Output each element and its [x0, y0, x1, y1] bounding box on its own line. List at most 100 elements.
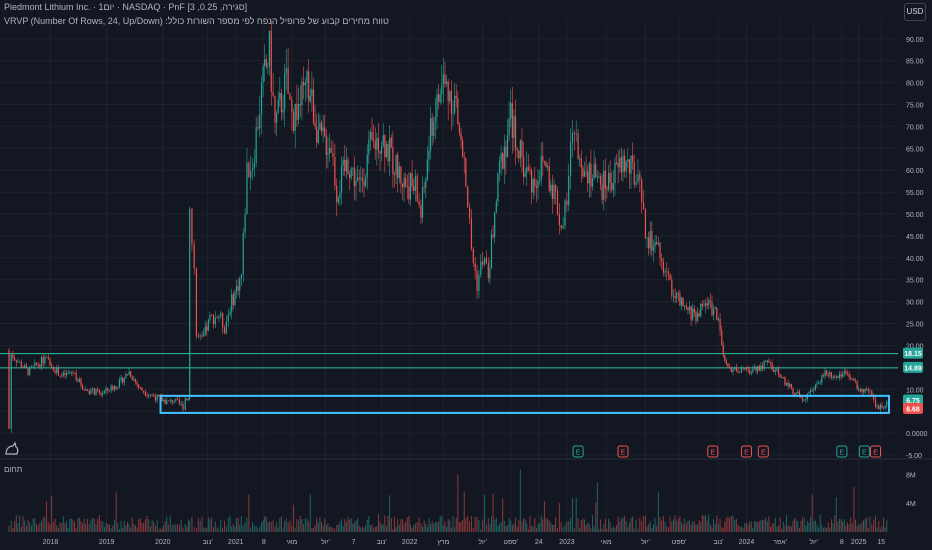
earnings-event-marker[interactable] — [707, 445, 719, 458]
volume-bar — [643, 515, 645, 532]
price-bar — [540, 156, 542, 181]
price-bar — [805, 398, 807, 400]
price-bar — [684, 305, 686, 307]
price-bar — [225, 321, 227, 334]
price-bar — [229, 312, 231, 315]
price-bar — [758, 366, 760, 371]
price-bar — [840, 374, 842, 377]
price-bar — [513, 116, 515, 138]
price-bar — [492, 234, 494, 237]
earnings-event-marker[interactable] — [740, 445, 752, 458]
price-bar — [858, 388, 860, 390]
earnings-event-marker[interactable] — [836, 445, 848, 458]
volume-bar — [126, 522, 128, 532]
volume-bar — [560, 522, 562, 532]
volume-bar — [535, 528, 537, 532]
volume-bar — [439, 516, 441, 532]
price-bar — [95, 389, 97, 395]
price-bar — [532, 178, 534, 193]
volume-bar — [681, 521, 683, 532]
volume-bar — [661, 520, 663, 532]
price-bar — [86, 389, 89, 391]
volume-bar — [136, 527, 138, 532]
time-tick-label: 8 — [262, 539, 266, 546]
price-bar — [808, 392, 810, 394]
volume-bar — [325, 525, 327, 532]
price-zone-rectangle[interactable] — [159, 394, 891, 414]
volume-bar — [47, 522, 49, 532]
price-bar — [859, 388, 861, 392]
price-bar — [85, 389, 87, 391]
volume-bar — [562, 527, 564, 532]
volume-bar — [761, 520, 763, 532]
price-bar — [803, 399, 805, 401]
volume-bar — [765, 517, 767, 532]
volume-bar — [518, 519, 520, 532]
volume-bar — [216, 527, 218, 532]
price-bar — [884, 405, 886, 408]
price-bar — [810, 390, 812, 393]
price-bar — [648, 237, 650, 249]
time-axis[interactable]: 2018 2019 2020 נוב' 2021 8 מאי יול' 7 נוב' 2022 מרץ… — [43, 538, 885, 546]
volume-bar — [303, 524, 305, 532]
currency-button[interactable]: USD — [904, 3, 926, 21]
volume-bar — [555, 516, 557, 532]
price-bar — [735, 367, 737, 371]
price-zone-box[interactable] — [159, 394, 891, 414]
price-bar — [232, 294, 234, 306]
volume-bar — [542, 519, 544, 532]
price-bar — [212, 315, 215, 325]
price-bar — [622, 155, 624, 173]
volume-bar — [802, 517, 804, 532]
price-bar — [564, 200, 566, 226]
volume-bar — [480, 528, 482, 532]
price-bar — [97, 389, 99, 390]
volume-bar — [41, 520, 43, 532]
price-bar — [353, 167, 355, 186]
tradingview-logo-icon[interactable] — [4, 440, 20, 456]
price-bar — [476, 270, 478, 291]
price-bar — [62, 372, 64, 376]
price-bar — [374, 140, 376, 150]
price-bar — [506, 135, 509, 158]
volume-bar — [588, 523, 590, 532]
price-bar — [511, 103, 513, 138]
volume-bar — [476, 516, 478, 532]
volume-bar — [666, 526, 668, 532]
volume-bar — [649, 521, 651, 532]
volume-bar — [148, 519, 150, 532]
earnings-event-label: E — [576, 450, 581, 457]
volume-bar — [652, 524, 654, 532]
price-bar — [56, 367, 58, 373]
volume-bar — [735, 518, 737, 532]
earnings-event-marker[interactable] — [870, 445, 882, 458]
volume-bar — [357, 518, 359, 532]
volume-bar — [685, 523, 687, 532]
volume-bar — [27, 519, 29, 532]
earnings-event-marker[interactable] — [858, 445, 870, 458]
volume-bar — [239, 524, 241, 532]
price-bar — [579, 158, 581, 160]
volume-bar — [255, 525, 257, 532]
volume-bar — [201, 516, 203, 532]
volume-bar — [878, 520, 880, 532]
price-bar — [250, 171, 252, 178]
volume-bar — [100, 521, 102, 532]
volume-bar — [478, 519, 480, 532]
volume-bar — [662, 516, 664, 532]
earnings-event-marker[interactable] — [572, 445, 584, 458]
volume-bar — [716, 515, 718, 532]
price-bar — [32, 365, 34, 367]
price-bar — [695, 312, 697, 321]
volume-bar — [616, 524, 618, 532]
price-bar — [769, 362, 772, 364]
indicator-label[interactable]: VRVP (Number Of Rows, 24, Up/Down) :טווח… — [4, 16, 389, 26]
earnings-event-marker[interactable] — [757, 445, 769, 458]
volume-bar — [703, 515, 705, 532]
price-bar — [328, 147, 331, 154]
volume-bar — [54, 518, 56, 532]
earnings-event-marker[interactable] — [617, 445, 629, 458]
volume-bar — [537, 523, 539, 532]
